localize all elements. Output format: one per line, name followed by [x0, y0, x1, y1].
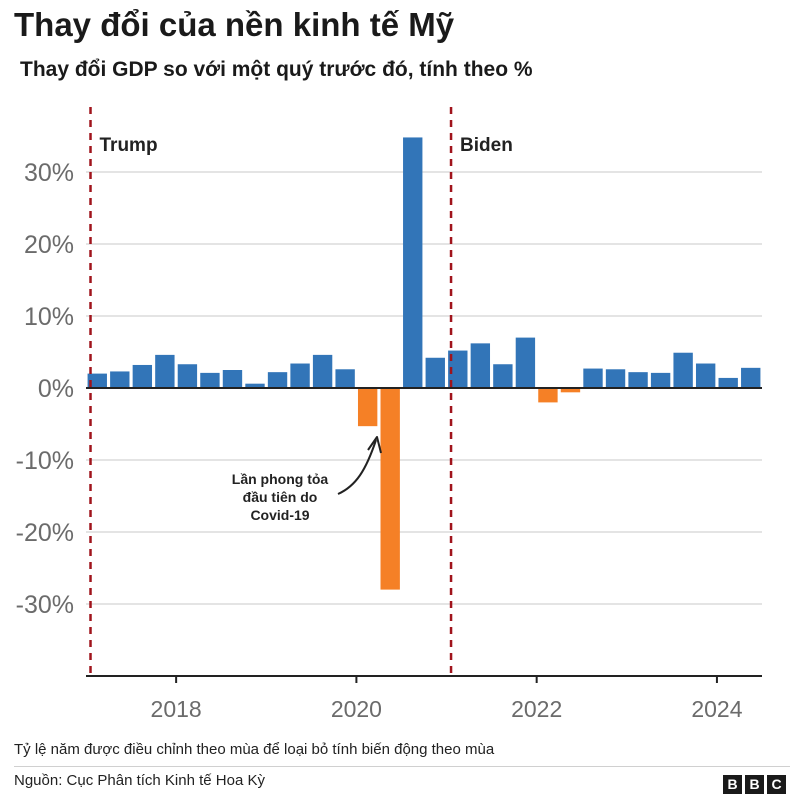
annotation-line-0: Lần phong tỏa — [232, 471, 329, 487]
gdp-bar-chart: 30%20%10%0%-10%-20%-30%2018 2020 2022 2024 … — [16, 107, 762, 722]
annotation-line-1: đầu tiên do — [243, 489, 318, 505]
bar-2022-Q4 — [605, 369, 626, 388]
bar-2023-Q3 — [673, 352, 693, 388]
annotation-arrowhead — [367, 436, 382, 454]
bar-2018-Q4 — [245, 383, 265, 388]
bar-2022-Q1 — [538, 388, 558, 403]
y-tick-label-2: 10% — [24, 303, 74, 331]
bar-2017-Q1 — [87, 373, 107, 388]
bar-2017-Q4 — [155, 354, 175, 388]
bar-2022-Q2 — [560, 388, 581, 393]
bars — [87, 137, 761, 590]
footnote: Tỷ lệ năm được điều chỉnh theo mùa để lo… — [14, 741, 495, 758]
bar-2017-Q2 — [110, 371, 130, 388]
bbc-logo-letter-1: B — [723, 775, 742, 794]
bar-2020-Q2 — [380, 388, 400, 590]
bar-2024-Q1 — [718, 377, 738, 388]
bar-2023-Q4 — [695, 363, 716, 388]
chart-subtitle: Thay đổi GDP so với một quý trước đó, tí… — [20, 58, 533, 81]
bar-2020-Q3 — [403, 137, 423, 388]
y-tick-label-0: 30% — [24, 159, 74, 187]
annotation-arrow — [337, 439, 377, 495]
y-tick-label-1: 20% — [24, 231, 74, 259]
grid-lines — [86, 171, 762, 605]
annotation-line-2: Covid-19 — [250, 507, 309, 523]
y-tick-label-3: 0% — [38, 375, 74, 403]
source-text: Nguồn: Cục Phân tích Kinh tế Hoa Kỳ — [14, 772, 265, 789]
bar-2021-Q2 — [470, 343, 491, 388]
bar-2021-Q3 — [493, 364, 513, 388]
footer-divider — [14, 766, 790, 767]
chart-title: Thay đổi của nền kinh tế Mỹ — [14, 6, 455, 43]
bar-2018-Q3 — [222, 370, 243, 388]
bar-2019-Q2 — [290, 363, 310, 388]
y-tick-label-4: -10% — [16, 447, 74, 475]
y-tick-label-5: -20% — [16, 519, 74, 547]
bbc-logo-letter-2: B — [745, 775, 764, 794]
bar-2021-Q1 — [448, 350, 468, 388]
president-markers: Trump Biden — [89, 107, 513, 676]
bar-2020-Q1 — [357, 388, 378, 427]
bar-2017-Q3 — [132, 364, 153, 388]
axes: 30% 20% 10% 0% -10% -20% -30% 2018 2020 2022 2024 — [16, 159, 762, 722]
x-tick-label-0: 2018 — [151, 696, 202, 722]
bar-2019-Q3 — [312, 354, 333, 388]
bar-2021-Q4 — [515, 337, 536, 388]
x-tick-label-3: 2024 — [691, 696, 742, 722]
bar-2022-Q3 — [583, 368, 603, 388]
x-tick-label-1: 2020 — [331, 696, 382, 722]
bbc-logo-letter-3: C — [767, 775, 786, 794]
x-tick-label-2: 2022 — [511, 696, 562, 722]
covid-annotation: Lần phong tỏa đầu tiên do Covid-19 — [232, 436, 382, 523]
marker-label-trump: Trump — [100, 135, 158, 156]
bar-2019-Q1 — [267, 372, 288, 388]
bar-2018-Q1 — [177, 364, 198, 388]
bar-2019-Q4 — [335, 369, 355, 388]
bar-2023-Q1 — [628, 372, 648, 388]
marker-label-biden: Biden — [460, 135, 513, 156]
bbc-logo: B B C — [723, 775, 786, 794]
bar-2018-Q2 — [200, 372, 220, 388]
bar-2024-Q2 — [741, 367, 761, 388]
y-tick-label-6: -30% — [16, 591, 74, 619]
bar-2020-Q4 — [425, 357, 445, 388]
bar-2023-Q2 — [650, 372, 671, 388]
